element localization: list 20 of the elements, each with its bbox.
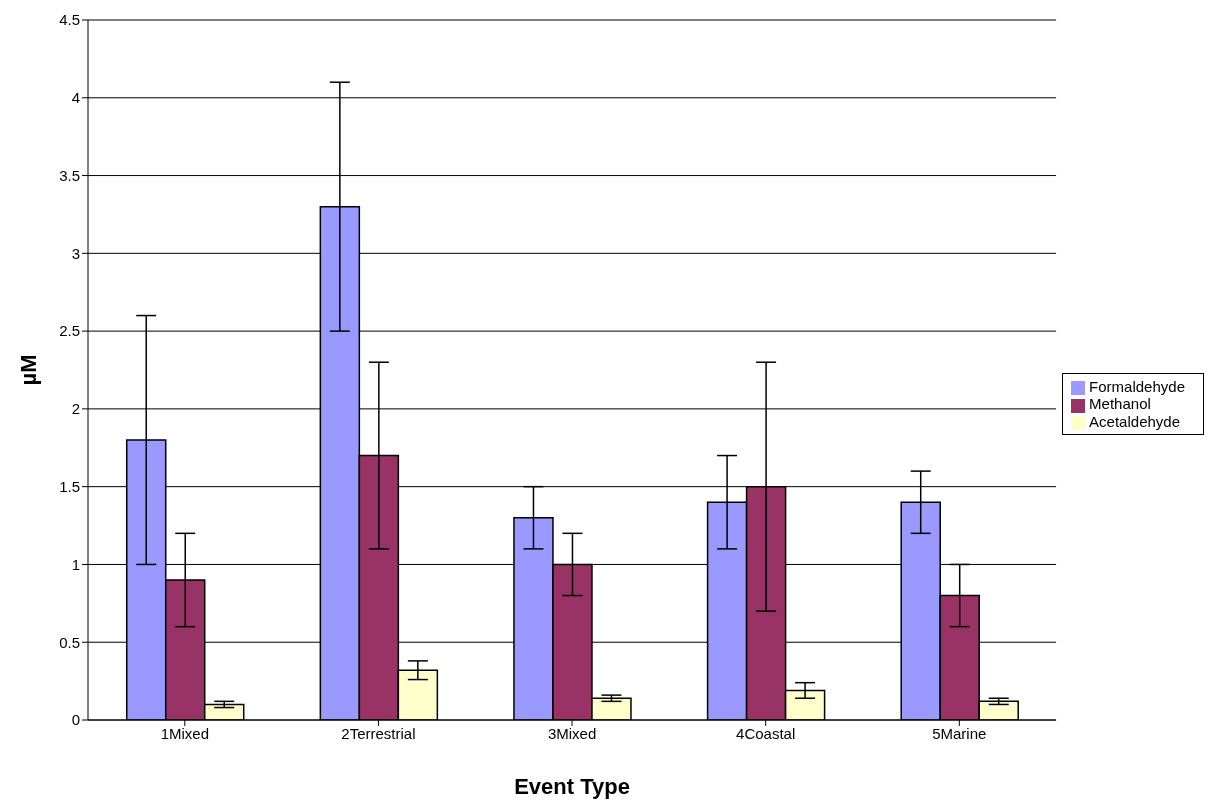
- y-tick-label: 0: [71, 711, 80, 729]
- legend-label: Acetaldehyde: [1089, 412, 1181, 430]
- x-tick-label: 2Terrestrial: [341, 724, 416, 742]
- x-tick-label: 4Coastal: [736, 724, 796, 742]
- legend-label: Formaldehyde: [1089, 378, 1185, 396]
- y-tick-label: 1.5: [59, 477, 80, 495]
- y-tick-label: 2.5: [59, 322, 80, 340]
- y-tick-label: 4: [71, 89, 80, 107]
- y-tick-label: 0.5: [59, 633, 80, 651]
- y-tick-label: 2: [71, 400, 80, 418]
- y-tick-label: 3.5: [59, 166, 80, 184]
- y-tick-label: 4.5: [59, 11, 80, 29]
- y-axis-title: µM: [15, 354, 41, 386]
- x-tick-label: 3Mixed: [547, 724, 597, 742]
- x-tick-label: 1Mixed: [160, 724, 209, 742]
- legend-label: Methanol: [1089, 395, 1151, 413]
- x-axis-title: Event Type: [514, 773, 630, 799]
- x-tick-label: 5Marine: [932, 724, 987, 742]
- y-tick-label: 1: [71, 555, 80, 573]
- y-tick-label: 3: [71, 244, 80, 262]
